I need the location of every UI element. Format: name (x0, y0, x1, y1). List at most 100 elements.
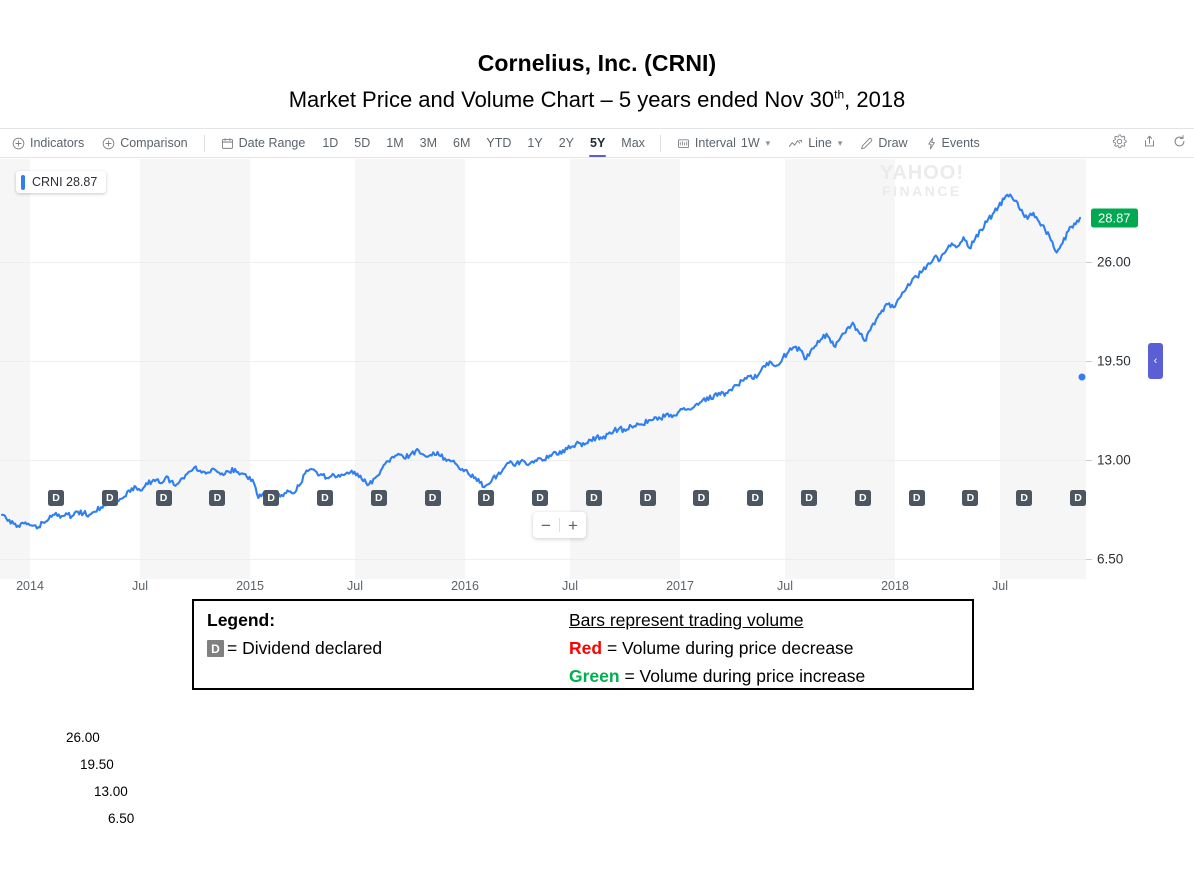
price-axis-tick (1086, 360, 1092, 362)
date-axis: 2014 Jul 2015 Jul 2016 Jul 2017 Jul 2018 Jul (0, 579, 1194, 603)
price-axis-label: 6.50 (1097, 551, 1124, 567)
price-axis: 6.50 13.00 19.50 26.00 28.87 ‹ (1086, 159, 1194, 579)
interval-label: Interval (694, 136, 736, 150)
legend-red-word: Red (569, 638, 603, 658)
date-axis-label: 2018 (881, 579, 909, 593)
stray-axis-label: 13.00 (94, 784, 128, 799)
range-3m[interactable]: 3M (412, 128, 445, 158)
draw-button[interactable]: Draw (851, 128, 916, 158)
events-button[interactable]: Events (917, 128, 989, 158)
legend-right-column: Bars represent trading volume Red = Volu… (569, 610, 865, 687)
legend-red-row: Red = Volume during price decrease (569, 638, 865, 659)
dividend-marker[interactable]: D (639, 490, 656, 506)
range-1m[interactable]: 1M (378, 128, 411, 158)
zoom-out-button[interactable]: − (541, 515, 551, 535)
dividend-marker[interactable]: D (424, 490, 441, 506)
dividend-marker[interactable]: D (478, 490, 495, 506)
range-max[interactable]: Max (613, 128, 653, 158)
share-button[interactable] (1134, 128, 1164, 158)
price-axis-tick (1086, 459, 1092, 461)
collapse-panel-button[interactable]: ‹ (1148, 342, 1163, 379)
indicators-button[interactable]: Indicators (0, 128, 93, 158)
price-axis-tick (1086, 261, 1092, 263)
price-line (0, 193, 1082, 530)
legend-box: Legend: D = Dividend declared Bars repre… (192, 599, 974, 690)
legend-dividend-row: D = Dividend declared (207, 638, 382, 659)
dividend-marker[interactable]: D (155, 490, 172, 506)
date-axis-label: Jul (992, 579, 1008, 593)
dividend-marker[interactable]: D (962, 490, 979, 506)
dividend-marker[interactable]: D (747, 490, 764, 506)
date-axis-label: Jul (132, 579, 148, 593)
dividend-marker[interactable]: D (585, 490, 602, 506)
date-range-button[interactable]: Date Range (212, 128, 315, 158)
stray-axis-label: 6.50 (108, 811, 135, 826)
range-max-label: Max (621, 136, 645, 150)
plus-circle-icon (12, 137, 25, 150)
dividend-marker[interactable]: D (693, 490, 710, 506)
chart-band (140, 159, 250, 579)
range-5y-label: 5Y (590, 136, 606, 150)
dividend-marker[interactable]: D (801, 490, 818, 506)
last-price-badge: 28.87 (1091, 208, 1138, 228)
interval-icon (677, 137, 690, 150)
chart-band (785, 159, 895, 579)
zoom-controls[interactable]: − + (533, 512, 586, 538)
dividend-marker[interactable]: D (854, 490, 871, 506)
dividend-marker[interactable]: D (101, 490, 118, 506)
reset-button[interactable] (1164, 128, 1194, 158)
draw-label: Draw (878, 136, 908, 150)
range-1y-label: 1Y (527, 136, 543, 150)
dividend-marker[interactable]: D (209, 490, 226, 506)
dividend-marker[interactable]: D (370, 490, 387, 506)
share-icon (1142, 134, 1157, 152)
chart-band (0, 159, 30, 579)
dividend-marker[interactable]: D (532, 490, 549, 506)
comparison-label: Comparison (120, 136, 188, 150)
dividend-marker[interactable]: D (263, 490, 280, 506)
settings-button[interactable] (1104, 128, 1134, 158)
legend-title: Legend: (207, 610, 276, 630)
legend-green-word: Green (569, 666, 620, 686)
range-5y[interactable]: 5Y (582, 128, 613, 158)
range-1d[interactable]: 1D (314, 128, 346, 158)
chart-type-label: Line (808, 136, 832, 150)
legend-bars-title: Bars represent trading volume (569, 610, 804, 630)
date-axis-label: 2015 (236, 579, 264, 593)
range-2y[interactable]: 2Y (551, 128, 582, 158)
dividend-marker[interactable]: D (316, 490, 333, 506)
interval-dropdown[interactable]: Interval 1W ▾ (668, 128, 779, 158)
dividend-marker[interactable]: D (908, 490, 925, 506)
toolbar-divider (203, 134, 205, 152)
range-ytd[interactable]: YTD (478, 128, 519, 158)
zoom-divider (559, 518, 560, 532)
legend-green-row: Green = Volume during price increase (569, 666, 865, 687)
date-axis-label: 2017 (666, 579, 694, 593)
range-ytd-label: YTD (486, 136, 512, 150)
range-1d-label: 1D (322, 136, 339, 150)
chevron-down-icon: ▾ (837, 137, 843, 148)
date-axis-label: Jul (347, 579, 363, 593)
gear-icon (1112, 134, 1127, 152)
dividend-marker[interactable]: D (1070, 490, 1086, 506)
range-2y-label: 2Y (558, 136, 574, 150)
date-axis-label: 2016 (451, 579, 479, 593)
zoom-in-button[interactable]: + (568, 515, 578, 535)
line-chart-icon (788, 137, 803, 150)
series-legend-badge[interactable]: CRNI 28.87 (16, 171, 107, 193)
range-5d[interactable]: 5D (346, 128, 378, 158)
range-6m[interactable]: 6M (445, 128, 478, 158)
range-6m-label: 6M (453, 136, 471, 150)
legend-left-column: Legend: D = Dividend declared (207, 610, 382, 659)
dividend-marker[interactable]: D (1016, 490, 1033, 506)
toolbar-divider (659, 134, 661, 152)
comparison-button[interactable]: Comparison (93, 128, 196, 158)
range-1y[interactable]: 1Y (519, 128, 550, 158)
subtitle-text: Market Price and Volume Chart – 5 years … (288, 87, 835, 112)
chart-band (355, 159, 465, 579)
chart-type-dropdown[interactable]: Line ▾ (779, 128, 851, 158)
page-subtitle: Market Price and Volume Chart – 5 years … (0, 87, 1194, 113)
dividend-marker[interactable]: D (48, 490, 64, 506)
